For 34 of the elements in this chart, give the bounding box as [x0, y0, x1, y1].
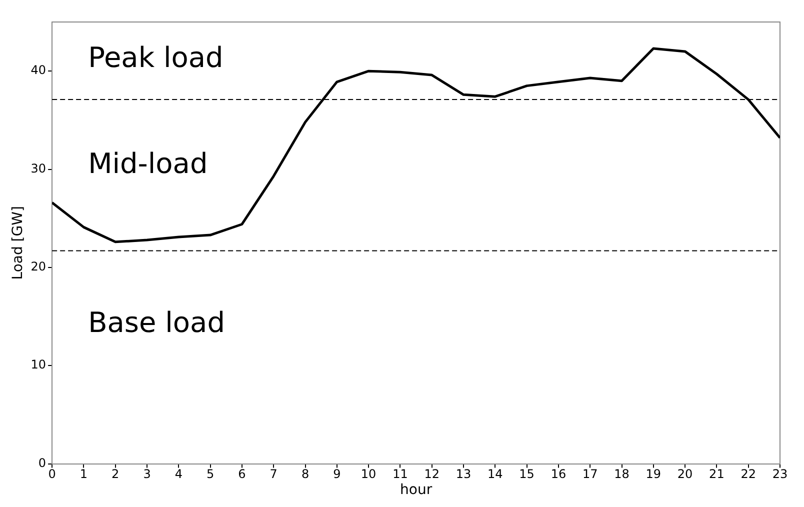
annotation: Base load: [88, 306, 226, 339]
x-tick-label: 10: [360, 467, 376, 482]
x-tick-label: 11: [392, 467, 408, 482]
x-tick-label: 17: [582, 467, 598, 482]
x-tick-label: 0: [48, 467, 56, 482]
x-tick-label: 21: [709, 467, 724, 482]
annotation: Mid-load: [88, 146, 208, 180]
x-tick-label: 13: [456, 467, 472, 482]
x-tick-label: 12: [424, 467, 440, 482]
x-tick-label: 20: [677, 467, 693, 482]
x-tick-label: 3: [143, 467, 151, 482]
x-tick-label: 4: [174, 467, 182, 482]
y-tick-label: 40: [30, 63, 46, 78]
y-tick-label: 0: [38, 456, 46, 470]
x-tick-label: 14: [488, 467, 503, 482]
x-tick-label: 9: [333, 467, 341, 482]
x-tick-label: 19: [646, 467, 662, 482]
x-tick-label: 22: [740, 467, 756, 482]
x-tick-label: 7: [270, 467, 278, 482]
x-tick-label: 18: [614, 467, 630, 482]
y-tick-label: 30: [30, 161, 46, 176]
x-tick-label: 23: [772, 467, 788, 482]
y-tick-label: 10: [30, 358, 46, 372]
x-tick-label: 6: [238, 467, 246, 482]
y-tick-label: 20: [30, 260, 46, 274]
x-tick-label: 1: [80, 467, 88, 482]
y-axis-title: Load [GW]: [10, 206, 26, 280]
x-axis-title: hour: [400, 482, 432, 498]
annotation: Peak load: [88, 40, 224, 74]
x-tick-label: 2: [112, 467, 120, 482]
x-tick-label: 15: [519, 467, 534, 482]
x-tick-label: 5: [206, 467, 214, 482]
x-tick-label: 16: [550, 467, 566, 482]
x-tick-label: 8: [301, 467, 310, 482]
